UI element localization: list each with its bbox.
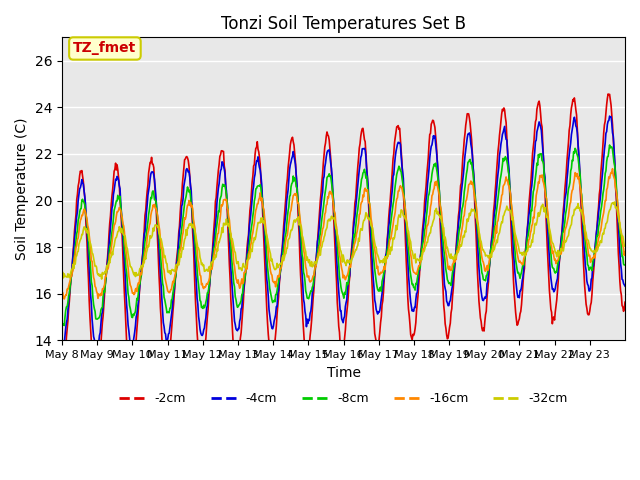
-16cm (434, 185, 442, 191)
Legend: -2cm, -4cm, -8cm, -16cm, -32cm: -2cm, -4cm, -8cm, -16cm, -32cm (115, 387, 573, 410)
-16cm (58, 290, 66, 296)
-8cm (278, 260, 285, 265)
-16cm (621, 249, 629, 255)
-16cm (125, 273, 132, 279)
-16cm (60, 296, 68, 302)
-4cm (228, 276, 236, 282)
-8cm (257, 182, 264, 188)
-32cm (228, 236, 236, 242)
Line: -4cm: -4cm (62, 116, 625, 354)
-16cm (278, 264, 285, 270)
-4cm (124, 322, 132, 328)
-8cm (125, 294, 132, 300)
-4cm (58, 351, 66, 357)
-32cm (403, 217, 410, 223)
-8cm (58, 320, 66, 325)
-32cm (621, 243, 629, 249)
-2cm (604, 91, 612, 97)
-2cm (257, 161, 264, 167)
-4cm (255, 165, 263, 170)
-2cm (403, 259, 410, 264)
-2cm (58, 383, 66, 389)
Line: -2cm: -2cm (62, 94, 625, 387)
-32cm (434, 209, 442, 215)
-4cm (402, 216, 410, 222)
-16cm (228, 243, 236, 249)
-32cm (257, 220, 264, 226)
Text: TZ_fmet: TZ_fmet (74, 41, 136, 56)
-2cm (228, 325, 236, 331)
-32cm (98, 276, 106, 282)
-4cm (433, 156, 441, 162)
-16cm (609, 166, 616, 171)
Title: Tonzi Soil Temperatures Set B: Tonzi Soil Temperatures Set B (221, 15, 466, 33)
Line: -16cm: -16cm (62, 168, 625, 299)
-8cm (621, 262, 629, 268)
-4cm (621, 283, 629, 289)
-2cm (92, 384, 100, 390)
-8cm (60, 323, 68, 328)
-32cm (125, 255, 132, 261)
-2cm (278, 252, 285, 258)
-32cm (58, 271, 66, 276)
-8cm (434, 175, 442, 181)
-8cm (605, 142, 613, 148)
-32cm (278, 261, 285, 267)
-32cm (611, 199, 619, 205)
X-axis label: Time: Time (326, 366, 360, 380)
-8cm (403, 219, 410, 225)
-4cm (277, 265, 285, 271)
-2cm (434, 169, 442, 175)
-16cm (257, 190, 264, 196)
-2cm (621, 300, 629, 305)
-2cm (125, 367, 132, 373)
Y-axis label: Soil Temperature (C): Soil Temperature (C) (15, 118, 29, 260)
-4cm (605, 113, 613, 119)
-16cm (403, 216, 410, 222)
Line: -8cm: -8cm (62, 145, 625, 325)
Line: -32cm: -32cm (62, 202, 625, 279)
-8cm (228, 264, 236, 269)
